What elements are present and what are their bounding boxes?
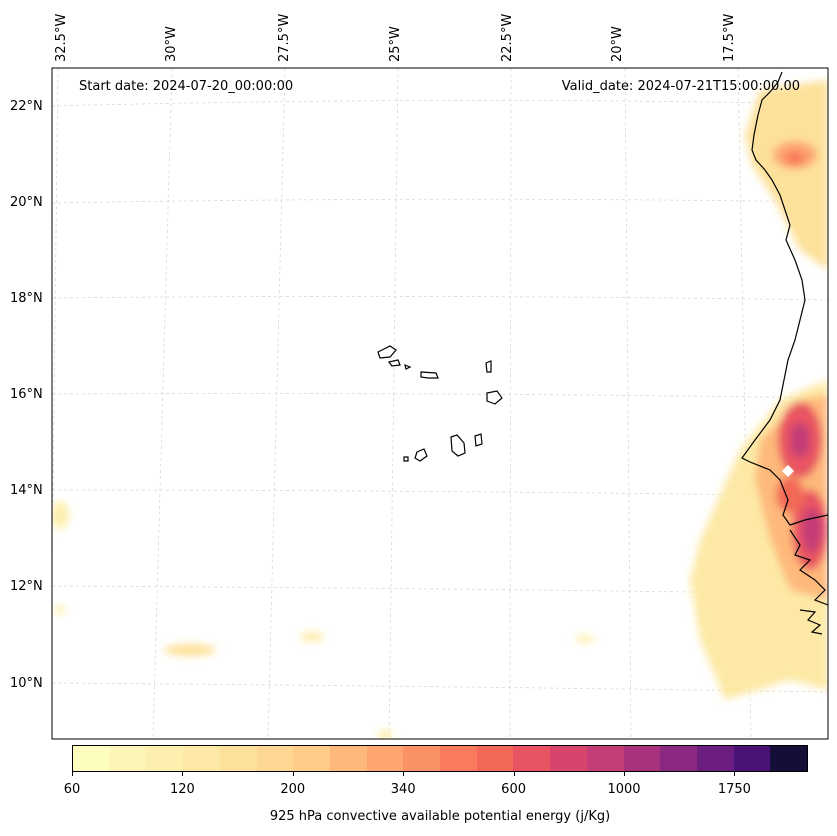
colorbar-tick-mark <box>72 772 73 776</box>
colorbar <box>72 745 808 772</box>
station-marker <box>782 465 794 477</box>
lon-label-27-5w: 27.5°W <box>277 13 292 62</box>
colorbar-swatch <box>366 746 404 771</box>
cape-shading <box>52 80 828 739</box>
colorbar-swatch <box>146 746 184 771</box>
colorbar-swatch <box>696 746 734 771</box>
colorbar-tick-label: 1750 <box>717 782 751 797</box>
colorbar-swatch <box>109 746 147 771</box>
lat-label-18n: 18°N <box>10 291 43 306</box>
lon-label-20w: 20°W <box>610 26 625 62</box>
colorbar-tick-label: 60 <box>63 782 81 797</box>
colorbar-swatch <box>73 746 110 771</box>
colorbar-swatch <box>183 746 220 771</box>
colorbar-swatch <box>440 746 477 771</box>
lon-label-32-5w: 32.5°W <box>54 13 69 62</box>
colorbar-swatch <box>513 746 551 771</box>
lon-label-25w: 25°W <box>388 26 403 62</box>
colorbar-swatch <box>329 746 367 771</box>
colorbar-swatch <box>403 746 441 771</box>
colorbar-swatch <box>733 746 771 771</box>
colorbar-swatch <box>476 746 514 771</box>
lat-label-16n: 16°N <box>10 387 43 402</box>
colorbar-tick-mark <box>182 772 184 776</box>
colorbar-swatch <box>770 746 808 771</box>
colorbar-swatch <box>219 746 257 771</box>
coastline-africa <box>741 71 828 526</box>
graticule <box>52 68 828 739</box>
colorbar-swatch <box>586 746 624 771</box>
colorbar-swatch <box>660 746 697 771</box>
map-border <box>51 67 829 740</box>
colorbar-tick-mark <box>292 772 294 776</box>
colorbar-tick-label: 340 <box>390 782 416 797</box>
lat-label-12n: 12°N <box>10 579 43 594</box>
lat-label-10n: 10°N <box>10 676 43 691</box>
colorbar-tick-mark <box>734 772 736 776</box>
colorbar-tick-label: 200 <box>280 782 306 797</box>
colorbar-swatch <box>256 746 294 771</box>
colorbar-tick-label: 600 <box>501 782 527 797</box>
colorbar-swatch <box>623 746 661 771</box>
colorbar-tick-mark <box>513 772 515 776</box>
coastline-africa-south <box>789 529 828 635</box>
lat-label-14n: 14°N <box>10 483 43 498</box>
start-date-label: Start date: 2024-07-20_00:00:00 <box>79 79 294 94</box>
lat-label-22n: 22°N <box>10 99 43 114</box>
lon-label-17-5w: 17.5°W <box>722 13 737 62</box>
colorbar-tick-mark <box>624 772 625 776</box>
lat-label-20n: 20°N <box>10 195 43 210</box>
lon-label-30w: 30°W <box>164 26 179 62</box>
colorbar-label: 925 hPa convective available potential e… <box>269 809 611 824</box>
colorbar-tick-label: 120 <box>169 782 195 797</box>
colorbar-swatch <box>550 746 587 771</box>
colorbar-swatch <box>293 746 330 771</box>
cape-verde-islands <box>377 345 503 462</box>
colorbar-tick-mark <box>403 772 405 776</box>
lon-label-22-5w: 22.5°W <box>500 13 515 62</box>
valid-date-label: Valid_date: 2024-07-21T15:00:00.00 <box>561 79 800 94</box>
colorbar-tick-label: 1000 <box>607 782 641 797</box>
